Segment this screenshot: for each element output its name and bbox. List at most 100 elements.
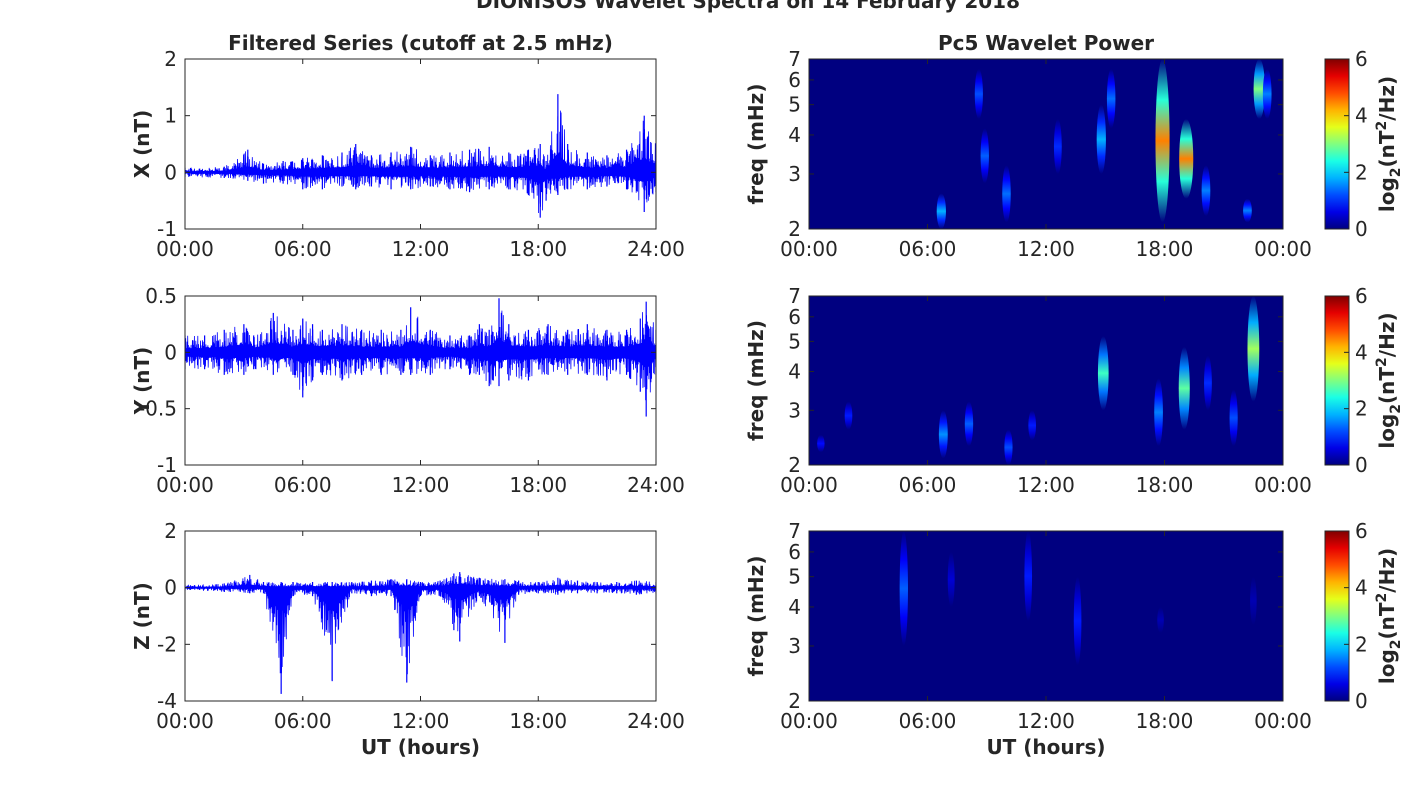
wavelet-burst [1073, 576, 1082, 666]
ts-z-xtick-label: 12:00 [392, 709, 450, 733]
colorbar-tick-label: 2 [1355, 160, 1368, 184]
figure-title: DIONISOS Wavelet Spectra on 14 February … [476, 0, 1020, 13]
colorbar-label-part: 2 [1388, 404, 1404, 414]
colorbar-label-part: /Hz) [1375, 76, 1399, 121]
wv-x-xtick-label: 18:00 [1136, 237, 1194, 261]
colorbar-scale [1324, 530, 1350, 702]
wv-y-xtick-label: 00:00 [780, 473, 838, 497]
ts-z-xtick-label: 24:00 [627, 709, 685, 733]
colorbar-tick-label: 6 [1355, 284, 1368, 308]
wavelet-burst [1028, 410, 1036, 441]
ts-y-xtick-label: 06:00 [274, 473, 332, 497]
wv-y-ytick-label: 7 [788, 284, 801, 308]
wv-z-xtick-label: 12:00 [1017, 709, 1075, 733]
colorbar-tick-label: 6 [1355, 519, 1368, 543]
wavelet-burst [1262, 69, 1272, 119]
wavelet-burst [817, 434, 825, 453]
heatmap-background [809, 296, 1283, 465]
wv-z-xtick-label: 06:00 [899, 709, 957, 733]
wavelet-burst [1155, 59, 1170, 223]
ts-x-xtick-label: 00:00 [156, 237, 214, 261]
wv-y-ytick-label: 5 [788, 329, 801, 353]
wv-y-xtick-label: 18:00 [1136, 473, 1194, 497]
ts-x-title: Filtered Series (cutoff at 2.5 mHz) [228, 31, 613, 55]
ts-y-xtick-label: 12:00 [392, 473, 450, 497]
ts-z-axes-box [184, 530, 657, 702]
heatmap-background [809, 59, 1283, 229]
ts-z-xtick-label: 00:00 [156, 709, 214, 733]
wavelet-burst [980, 128, 989, 184]
wavelet-burst [1096, 104, 1106, 174]
wv-z-ytick-label: 3 [788, 634, 801, 658]
colorbar-tick-label: 2 [1355, 632, 1368, 656]
wv-z-axes-box [808, 530, 1284, 702]
wavelet-burst [1179, 118, 1194, 199]
ts-z-xtick-label: 06:00 [274, 709, 332, 733]
colorbar-label: log2(nT2/Hz) [1374, 76, 1404, 212]
ts-x-ytick-label: 0 [164, 160, 177, 184]
wv-y-xtick-label: 00:00 [1254, 473, 1312, 497]
series-trace [185, 310, 656, 401]
colorbar-tick-label: 2 [1355, 397, 1368, 421]
heatmap-background [809, 531, 1283, 701]
colorbar-tick-label: 6 [1355, 47, 1368, 71]
wavelet-burst [899, 531, 908, 646]
wv-y-xtick-label: 12:00 [1017, 473, 1075, 497]
colorbar-label: log2(nT2/Hz) [1374, 548, 1404, 684]
wv-z-ylabel: freq (mHz) [744, 556, 768, 677]
wavelet-burst [844, 401, 853, 430]
colorbar-label-part: (nT [1375, 602, 1399, 639]
colorbar-scale [1324, 295, 1350, 466]
wavelet-burst [1243, 198, 1252, 223]
ts-x-xtick-label: 18:00 [509, 237, 567, 261]
wv-z-ytick-label: 5 [788, 565, 801, 589]
wavelet-burst [1229, 389, 1238, 447]
wavelet-burst [947, 551, 955, 607]
wv-x-xtick-label: 00:00 [1254, 237, 1312, 261]
ts-x-ytick-label: -1 [157, 217, 177, 241]
colorbar-tick-label: 0 [1355, 217, 1368, 241]
wavelet-burst [938, 410, 948, 459]
wavelet-burst [1201, 165, 1211, 217]
wavelet-burst [1178, 346, 1190, 430]
colorbar-label-part: 2 [1374, 593, 1390, 603]
wavelet-burst [1004, 429, 1013, 465]
wv-x-title: Pc5 Wavelet Power [938, 31, 1154, 55]
wv-x-xtick-label: 00:00 [780, 237, 838, 261]
colorbar-label-part: /Hz) [1375, 548, 1399, 593]
ts-x-ytick-label: 1 [164, 104, 177, 128]
wv-x-ytick-label: 6 [788, 68, 801, 92]
ts-x-xtick-label: 24:00 [627, 237, 685, 261]
ts-x-ylabel: X (nT) [130, 110, 154, 179]
ts-z-ytick-label: -4 [157, 689, 177, 713]
timeseries-panel-z: 00:00 06:00 12:00 18:00 24:00 -4 -2 0 2 UT (hours… [130, 519, 685, 759]
wavelet-burst [936, 193, 946, 229]
wv-x-ytick-label: 7 [788, 47, 801, 71]
colorbar-label-part: (nT [1375, 130, 1399, 167]
colorbar-tick-label: 0 [1355, 453, 1368, 477]
timeseries-panel-y: 00:00 06:00 12:00 18:00 24:00 -1 -0.5 0 0.5 Y (nT… [130, 284, 685, 497]
wv-y-ytick-label: 6 [788, 305, 801, 329]
wv-x-ylabel: freq (mHz) [744, 84, 768, 205]
wv-z-xlabel: UT (hours) [986, 735, 1105, 759]
wavelet-burst [1253, 59, 1266, 119]
colorbar-label-part: log [1375, 414, 1399, 449]
ts-z-ytick-label: 2 [164, 519, 177, 543]
colorbar-tick-label: 0 [1355, 689, 1368, 713]
ts-z-xlabel: UT (hours) [361, 735, 480, 759]
wavelet-burst [1250, 576, 1257, 626]
ts-y-xtick-label: 24:00 [627, 473, 685, 497]
ts-z-xtick-label: 18:00 [509, 709, 567, 733]
ts-y-xtick-label: 00:00 [156, 473, 214, 497]
wv-z-ytick-label: 7 [788, 519, 801, 543]
colorbar-label-part: 2 [1388, 639, 1404, 649]
wv-z-xtick-label: 18:00 [1136, 709, 1194, 733]
colorbar-tick-label: 4 [1355, 576, 1368, 600]
ts-y-ylabel: Y (nT) [130, 347, 154, 416]
wv-y-ylabel: freq (mHz) [744, 320, 768, 441]
wavelet-burst [964, 401, 974, 447]
ts-y-ytick-label: -0.5 [138, 397, 177, 421]
colorbar-label-part: 2 [1374, 357, 1390, 367]
wv-z-xtick-label: 00:00 [780, 709, 838, 733]
wv-x-ytick-label: 2 [788, 217, 801, 241]
